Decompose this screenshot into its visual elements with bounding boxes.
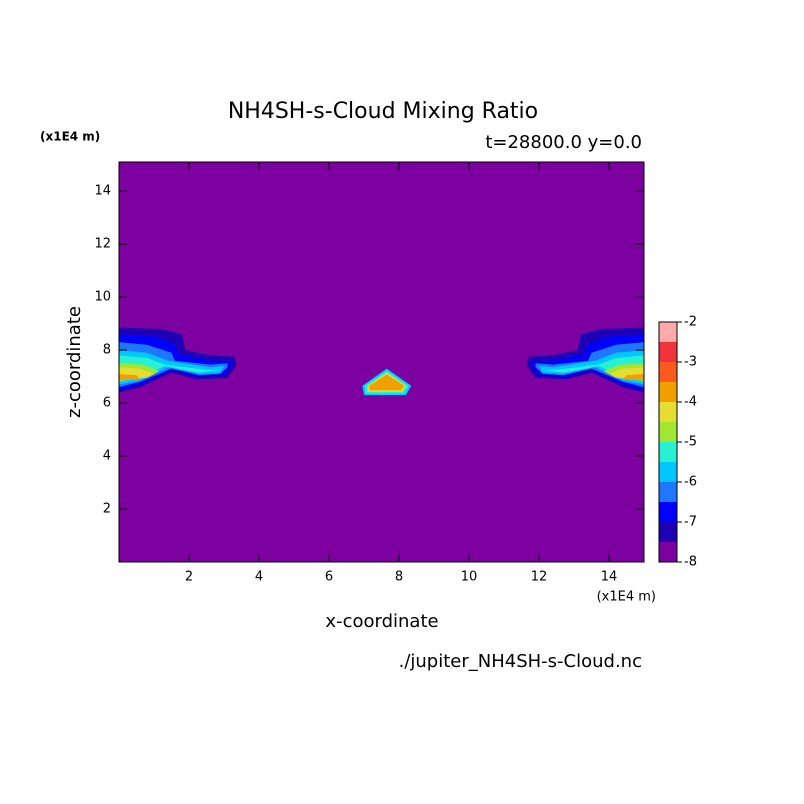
x-axis-label: x-coordinate (325, 611, 438, 632)
colorbar-band (659, 502, 677, 522)
colorbar-band (659, 462, 677, 482)
y-tick-label: 14 (94, 184, 111, 199)
colorbar-band (659, 542, 677, 562)
contour-region (119, 373, 140, 381)
colorbar-band (659, 322, 677, 342)
colorbar-band (659, 422, 677, 442)
y-tick-label: 12 (94, 237, 111, 252)
colorbar-label: -2 (684, 315, 697, 330)
contour-region (369, 374, 405, 391)
y-unit: (x1E4 m) (40, 130, 100, 144)
x-tick-label: 6 (325, 570, 333, 585)
colorbar-band (659, 402, 677, 422)
colorbar-label: -3 (684, 355, 697, 370)
x-tick-label: 2 (185, 570, 193, 585)
chart-title: NH4SH-s-Cloud Mixing Ratio (228, 99, 538, 124)
y-tick-label: 2 (103, 502, 111, 517)
colorbar-band (659, 362, 677, 382)
colorbar-label: -6 (684, 475, 697, 490)
y-tick-label: 6 (103, 396, 111, 411)
chart-subtitle: t=28800.0 y=0.0 (485, 132, 642, 153)
colorbar-band (659, 382, 677, 402)
y-axis-label: z-coordinate (64, 306, 85, 418)
colorbar-band (659, 522, 677, 542)
colorbar-band (659, 342, 677, 362)
footer: ./jupiter_NH4SH-s-Cloud.nc (399, 651, 642, 672)
x-tick-label: 4 (255, 570, 263, 585)
colorbar-band (659, 442, 677, 462)
x-tick-label: 12 (531, 570, 548, 585)
plot-frame (118, 161, 645, 563)
colorbar-label: -4 (684, 395, 697, 410)
y-tick-label: 10 (94, 290, 111, 305)
x-tick-label: 8 (395, 570, 403, 585)
colorbar-label: -7 (684, 515, 697, 530)
y-tick-label: 4 (103, 449, 111, 464)
x-unit: (x1E4 m) (597, 590, 656, 605)
x-tick-label: 14 (601, 570, 618, 585)
colorbar-label: -8 (684, 555, 697, 570)
x-tick-label: 10 (461, 570, 478, 585)
y-tick-label: 8 (103, 343, 111, 358)
contour-region (623, 373, 644, 381)
colorbar-band (659, 482, 677, 502)
colorbar-label: -5 (684, 435, 697, 450)
